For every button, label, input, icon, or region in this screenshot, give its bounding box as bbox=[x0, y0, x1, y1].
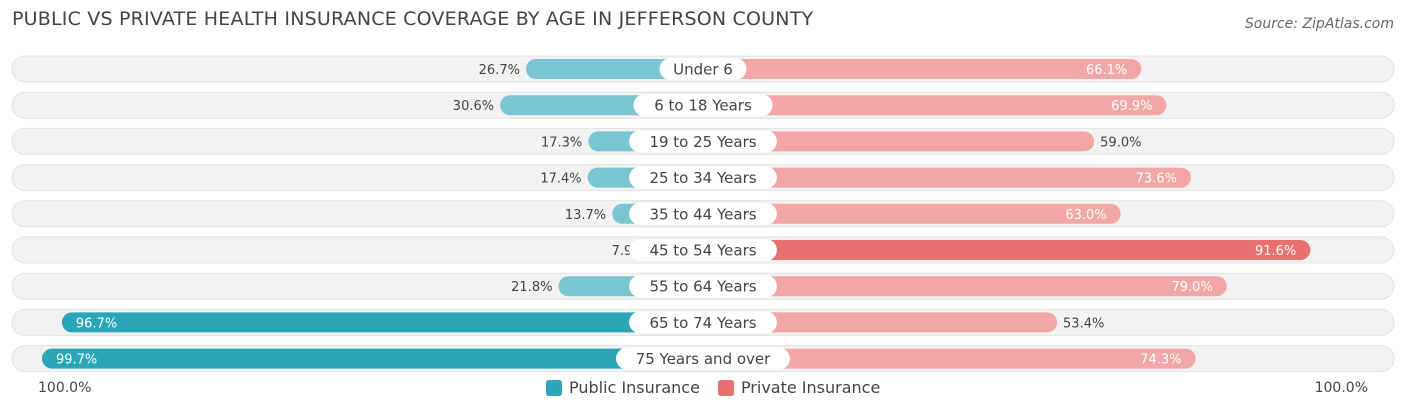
private-value-label: 73.6% bbox=[1136, 172, 1177, 187]
category-pill bbox=[633, 94, 773, 117]
category-label: Under 6 bbox=[673, 61, 733, 79]
category-label: 75 Years and over bbox=[636, 350, 771, 368]
axis-left-label: 100.0% bbox=[38, 380, 92, 396]
private-bar bbox=[703, 131, 1095, 152]
private-bar bbox=[703, 203, 1121, 224]
public-value-label: 21.8% bbox=[511, 280, 552, 295]
private-bar bbox=[703, 59, 1142, 79]
category-label: 65 to 74 Years bbox=[649, 314, 756, 332]
category-pill bbox=[629, 311, 777, 334]
legend-swatch-public bbox=[546, 379, 562, 396]
bar-row: 17.3% 59.0% 19 to 25 Years bbox=[11, 127, 1395, 155]
category-pill bbox=[629, 239, 777, 261]
public-value-label: 13.7% bbox=[565, 208, 606, 223]
public-value-label: 17.4% bbox=[540, 172, 581, 187]
bar-row: 30.6% 69.9% 6 to 18 Years bbox=[11, 91, 1395, 119]
category-pill bbox=[629, 166, 777, 189]
private-value-label: 79.0% bbox=[1171, 280, 1212, 295]
legend-item-private[interactable]: Private Insurance bbox=[717, 378, 881, 397]
private-value-label: 63.0% bbox=[1065, 208, 1106, 223]
private-bar bbox=[703, 276, 1227, 297]
category-label: 55 to 64 Years bbox=[649, 278, 756, 296]
private-value-label: 91.6% bbox=[1255, 244, 1296, 259]
public-value-label: 30.6% bbox=[453, 99, 494, 114]
bar-row: 17.4% 73.6% 25 to 34 Years bbox=[11, 164, 1395, 192]
private-value-label: 69.9% bbox=[1111, 99, 1152, 114]
legend-label-public: Public Insurance bbox=[569, 378, 700, 397]
bar-row: 13.7% 63.0% 35 to 44 Years bbox=[11, 200, 1395, 228]
private-value-label: 53.4% bbox=[1063, 316, 1104, 331]
private-bar bbox=[703, 312, 1058, 333]
private-bar bbox=[703, 167, 1191, 188]
category-label: 45 to 54 Years bbox=[649, 242, 756, 260]
bar-row: 99.7% 74.3% 75 Years and over bbox=[11, 345, 1395, 373]
bar-row: 96.7% 53.4% 65 to 74 Years bbox=[11, 308, 1395, 336]
category-label: 35 to 44 Years bbox=[649, 205, 756, 223]
private-value-label: 59.0% bbox=[1100, 135, 1141, 150]
category-pill bbox=[616, 347, 790, 370]
category-pill bbox=[629, 275, 777, 298]
category-label: 25 to 34 Years bbox=[649, 169, 756, 187]
category-pill bbox=[629, 202, 777, 225]
public-value-label: 17.3% bbox=[541, 135, 582, 150]
chart-title: PUBLIC VS PRIVATE HEALTH INSURANCE COVER… bbox=[12, 8, 814, 30]
legend: Public Insurance Private Insurance bbox=[546, 378, 898, 397]
private-bar bbox=[703, 95, 1167, 116]
bar-row: 7.9% 91.6%45 to 54 Years bbox=[11, 236, 1395, 264]
public-bar bbox=[41, 348, 703, 369]
legend-label-private: Private Insurance bbox=[740, 378, 881, 397]
legend-item-public[interactable]: Public Insurance bbox=[546, 378, 700, 397]
public-value-label: 26.7% bbox=[479, 63, 520, 78]
axis-right-label: 100.0% bbox=[1314, 380, 1368, 396]
public-value-label: 96.7% bbox=[76, 316, 117, 331]
public-bar bbox=[525, 59, 703, 79]
category-pill bbox=[659, 58, 747, 80]
category-pill bbox=[629, 130, 777, 153]
private-value-label: 74.3% bbox=[1140, 353, 1181, 368]
private-value-label: 66.1% bbox=[1086, 63, 1127, 78]
chart-source: Source: ZipAtlas.com bbox=[1244, 16, 1394, 32]
legend-swatch-private bbox=[717, 379, 734, 396]
bar-row: 26.7% 66.1% Under 6 bbox=[11, 55, 1395, 83]
bar-row: 21.8% 79.0% 55 to 64 Years bbox=[11, 272, 1395, 300]
private-bar bbox=[703, 348, 1196, 369]
public-bar bbox=[61, 312, 703, 333]
category-label: 19 to 25 Years bbox=[649, 133, 756, 151]
category-label: 6 to 18 Years bbox=[654, 97, 752, 115]
private-bar bbox=[703, 240, 1311, 260]
public-value-label: 99.7% bbox=[56, 353, 97, 368]
